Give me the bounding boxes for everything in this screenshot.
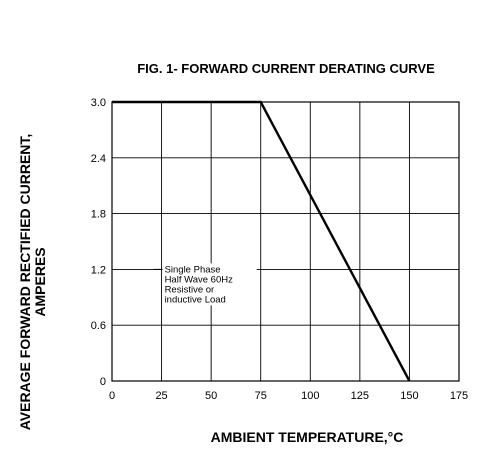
grid xyxy=(112,102,459,381)
y-tick-label: 2.4 xyxy=(91,153,106,165)
annotation: Single Phase Half Wave 60Hz Resistive or… xyxy=(165,264,234,305)
chart-title: FIG. 1- FORWARD CURRENT DERATING CURVE xyxy=(137,61,435,76)
annotation-line-3: Resistive or xyxy=(165,284,215,295)
x-tick-labels: 0 25 50 75 100 125 150 175 xyxy=(109,390,468,402)
x-tick-label: 150 xyxy=(400,390,418,402)
y-tick-label: 0 xyxy=(100,376,106,388)
x-axis-label: AMBIENT TEMPERATURE,°C xyxy=(211,429,404,445)
x-tick-label: 125 xyxy=(351,390,369,402)
plot-frame xyxy=(111,101,460,382)
x-tick-label: 175 xyxy=(450,390,468,402)
y-tick-label: 3.0 xyxy=(91,97,106,109)
annotation-line-4: inductive Load xyxy=(165,294,226,305)
annotation-line-2: Half Wave 60Hz xyxy=(165,274,234,285)
x-tick-label: 25 xyxy=(155,390,167,402)
series-line-derating-curve xyxy=(112,100,411,382)
y-axis-label: AVERAGE FORWARD RECTIFIED CURRENT, AMPER… xyxy=(17,134,48,431)
y-tick-label: 1.8 xyxy=(91,209,106,221)
annotation-background xyxy=(162,263,257,306)
annotation-line-1: Single Phase xyxy=(165,264,221,275)
x-tick-label: 0 xyxy=(109,390,115,402)
x-tick-label: 50 xyxy=(205,390,217,402)
y-axis-label-line-2: AMPERES xyxy=(32,247,48,316)
y-tick-label: 1.2 xyxy=(91,264,106,276)
x-tick-label: 75 xyxy=(255,390,267,402)
y-axis-label-line-1: AVERAGE FORWARD RECTIFIED CURRENT, xyxy=(17,134,33,431)
y-tick-labels: 0 0.6 1.2 1.8 2.4 3.0 xyxy=(91,97,106,388)
y-tick-label: 0.6 xyxy=(91,320,106,332)
x-tick-label: 100 xyxy=(301,390,319,402)
